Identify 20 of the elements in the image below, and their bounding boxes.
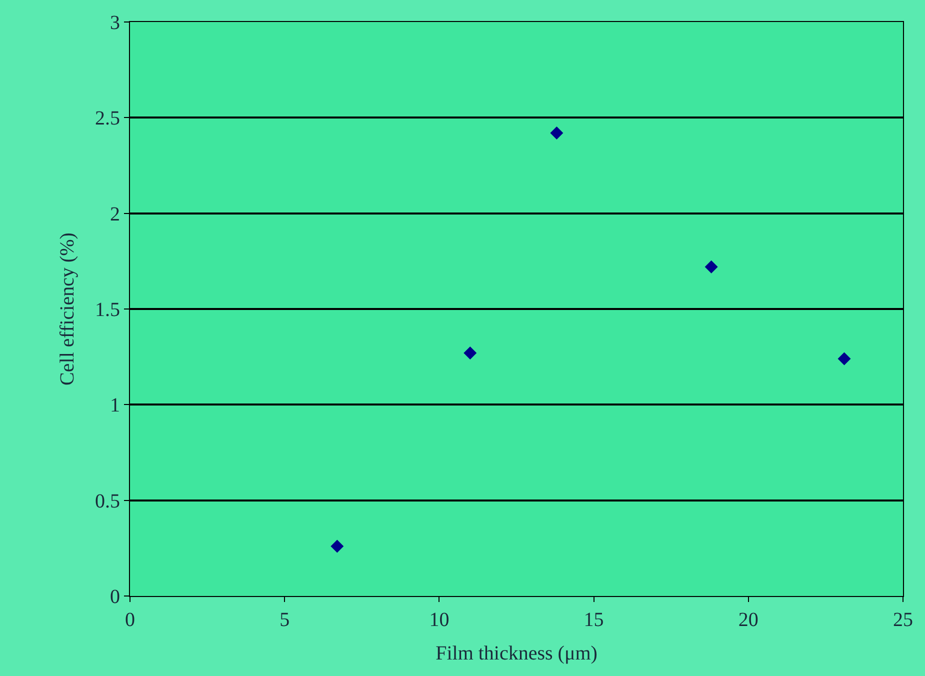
point (838, 352, 851, 366)
y-axis-title: Cell efficiency (%) (56, 232, 78, 386)
y-tick-label: 1.5 (95, 299, 120, 321)
x-tick-label: 25 (893, 609, 913, 631)
y-tick-label: 2.5 (95, 108, 120, 130)
x-tick-label: 15 (584, 609, 604, 631)
y-tick-label: 2 (110, 203, 120, 226)
y-tick-label: 0 (110, 586, 120, 608)
x-tick-label: 0 (125, 609, 135, 631)
point (704, 260, 718, 274)
point (550, 126, 564, 140)
x-axis-title: Film thickness (μm) (436, 642, 598, 664)
x-tick-label: 5 (280, 609, 290, 631)
y-tick-label: 3 (110, 12, 120, 34)
y-tick-label: 1 (110, 394, 120, 417)
y-tick-label: 0.5 (95, 490, 120, 512)
x-tick-label: 20 (738, 609, 758, 631)
point (464, 346, 477, 360)
point (330, 540, 344, 553)
x-tick-label: 10 (429, 609, 450, 631)
